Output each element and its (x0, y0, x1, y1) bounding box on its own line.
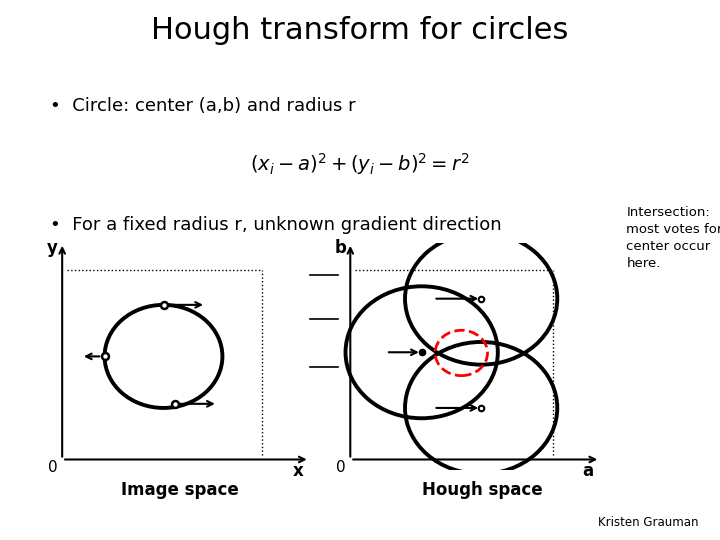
Text: Hough transform for circles: Hough transform for circles (151, 16, 569, 45)
Text: Intersection:
most votes for
center occur
here.: Intersection: most votes for center occu… (626, 206, 720, 269)
Text: Image space: Image space (121, 481, 239, 498)
Text: •  Circle: center (a,b) and radius r: • Circle: center (a,b) and radius r (50, 97, 356, 115)
Text: b: b (335, 239, 347, 257)
Text: x: x (292, 462, 303, 480)
Text: $(x_i - a)^2 + (y_i - b)^2 = r^2$: $(x_i - a)^2 + (y_i - b)^2 = r^2$ (251, 151, 469, 177)
Text: y: y (48, 239, 58, 257)
Text: a: a (582, 462, 594, 480)
Text: 0: 0 (48, 460, 58, 475)
Text: 0: 0 (336, 460, 346, 475)
Text: •  For a fixed radius r, unknown gradient direction: • For a fixed radius r, unknown gradient… (50, 216, 502, 234)
Text: Kristen Grauman: Kristen Grauman (598, 516, 698, 529)
Text: Hough space: Hough space (422, 481, 543, 498)
